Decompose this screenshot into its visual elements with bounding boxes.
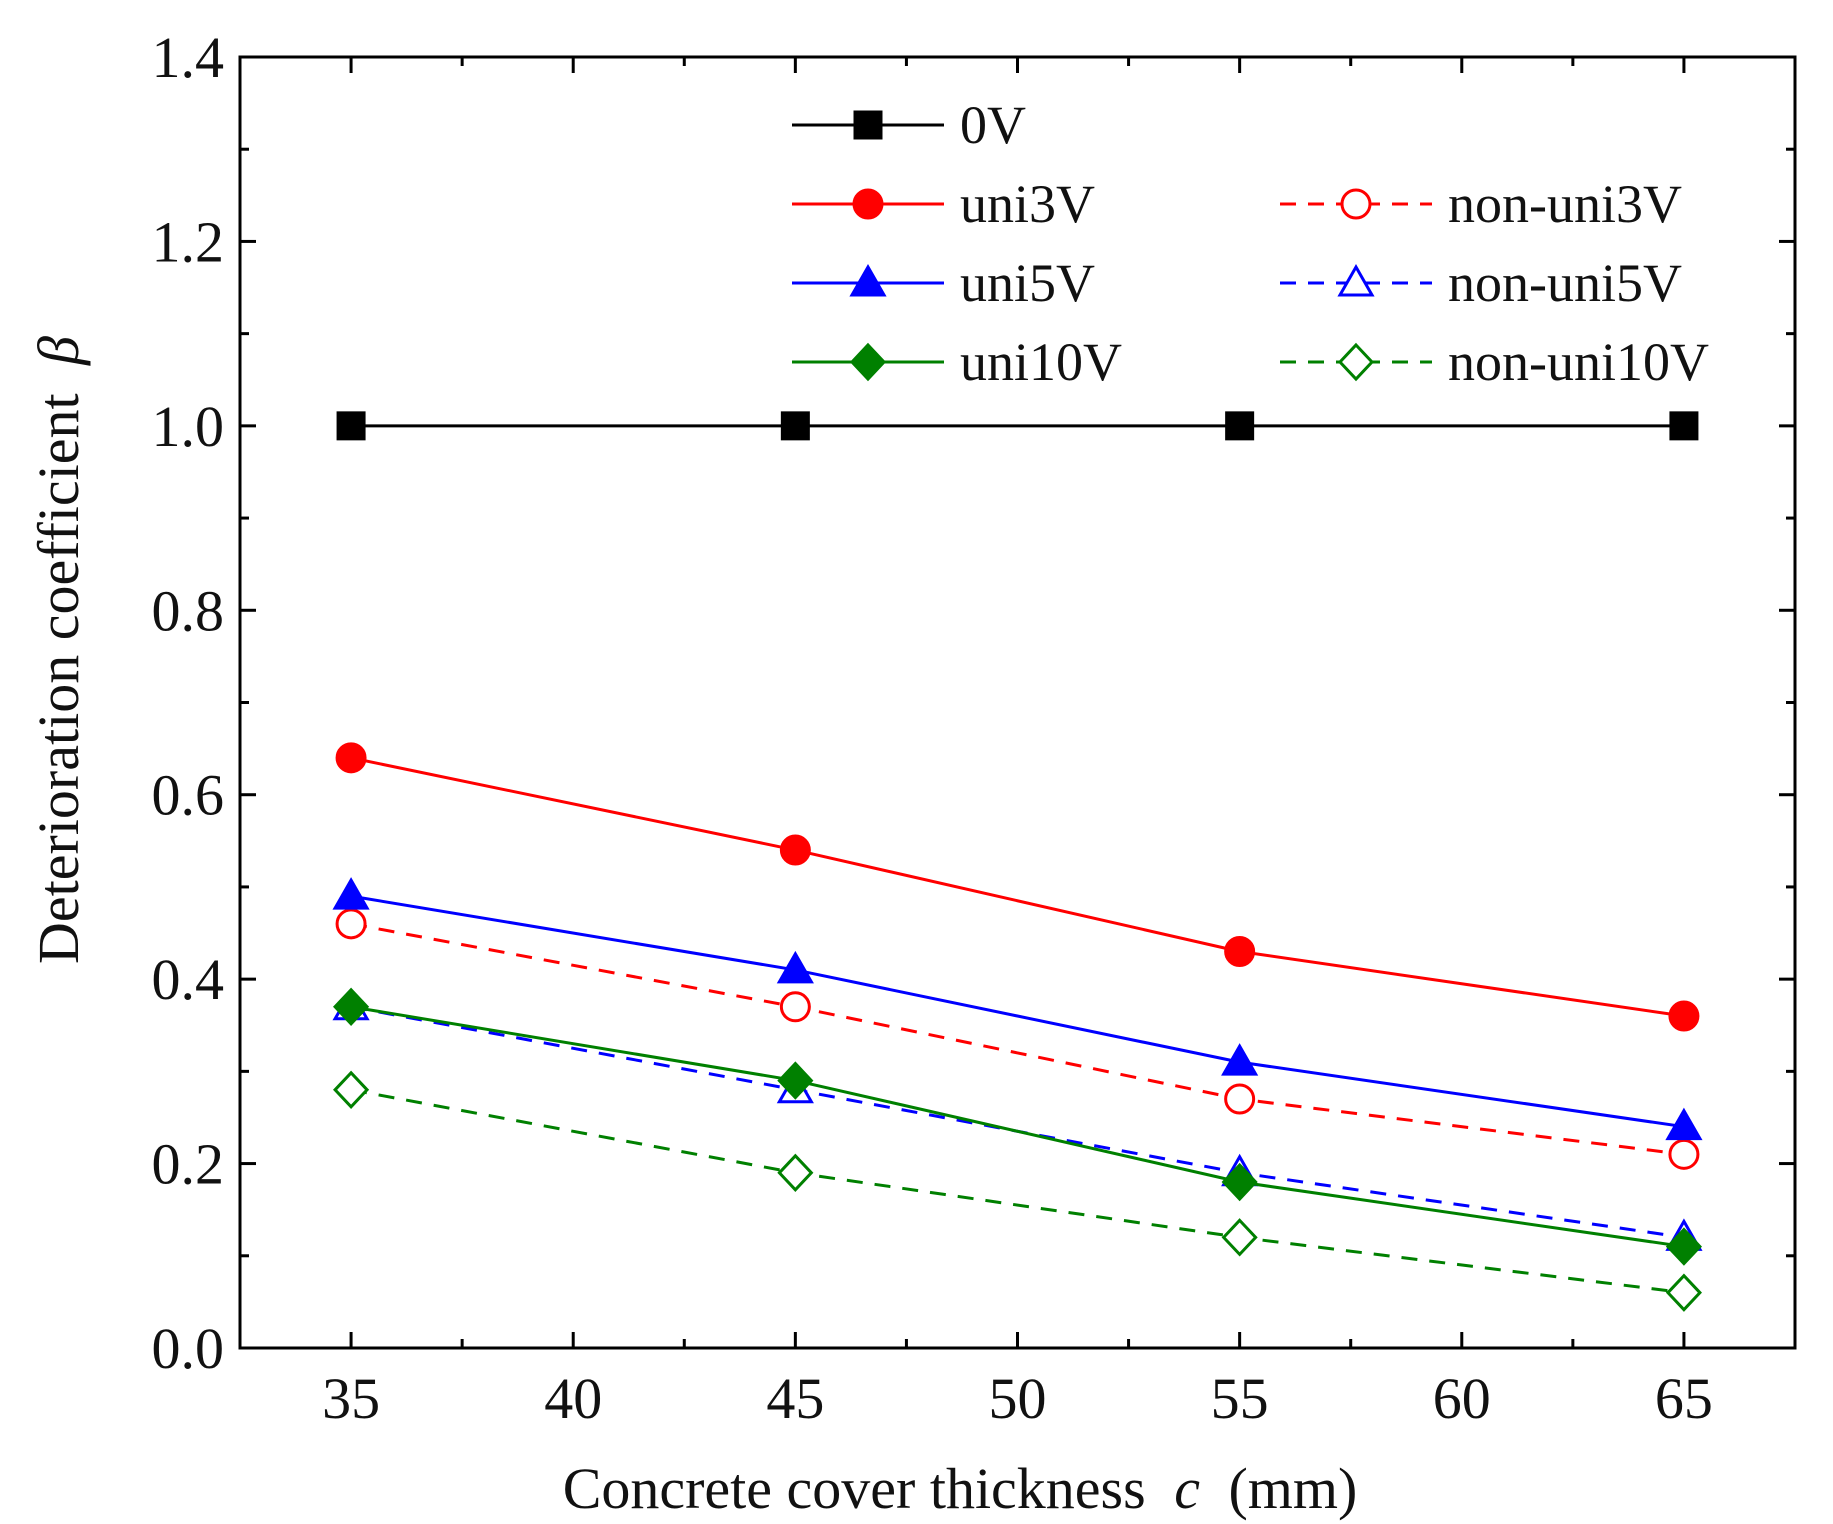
x-tick-label: 55 <box>1211 1366 1269 1431</box>
legend-item-non-uni5V: non-uni5V <box>1280 253 1682 313</box>
legend-marker <box>849 263 887 297</box>
legend-item-0V: 0V <box>792 95 1026 155</box>
data-point-uni3V <box>779 834 811 866</box>
data-point-0V <box>1669 411 1699 441</box>
data-point-uni10V <box>1665 1227 1702 1266</box>
x-tick-label: 65 <box>1655 1366 1713 1431</box>
plot-frame <box>238 55 1797 1350</box>
data-point-uni5V <box>1221 1043 1259 1076</box>
plot-area <box>332 411 1703 1312</box>
legend-marker <box>1337 342 1375 382</box>
legend-item-non-uni3V: non-uni3V <box>1280 174 1682 234</box>
data-point-non-uni10V <box>1665 1273 1702 1312</box>
y-tick-label: 0.6 <box>152 763 225 828</box>
y-tick-label: 0.0 <box>152 1316 225 1381</box>
legend-label: uni10V <box>960 332 1122 392</box>
x-tick-label: 40 <box>544 1366 602 1431</box>
legend-item-non-uni10V: non-uni10V <box>1280 332 1709 392</box>
x-axis-title: Concrete cover thickness c (mm) <box>563 1456 1358 1521</box>
legend-label: 0V <box>960 95 1026 155</box>
data-point-non-uni10V <box>777 1153 814 1192</box>
data-point-uni3V <box>1668 1000 1700 1032</box>
legend-item-uni3V: uni3V <box>792 174 1095 234</box>
series-uni3V <box>335 742 1700 1032</box>
y-tick-label: 0.2 <box>152 1132 225 1197</box>
series-line-non-uni3V <box>350 922 1685 1156</box>
data-point-uni5V <box>332 877 370 910</box>
series-non-uni10V <box>333 1070 1702 1312</box>
y-tick-label: 0.4 <box>152 947 225 1012</box>
data-point-uni10V <box>1221 1162 1258 1202</box>
y-tick-label: 1.2 <box>152 209 225 274</box>
legend-marker <box>852 188 884 220</box>
y-tick-label: 1.4 <box>152 25 225 90</box>
series-0V <box>336 411 1699 441</box>
y-axis-variable: β <box>26 336 91 366</box>
legend-label: non-uni5V <box>1448 253 1682 313</box>
legend-marker <box>1340 188 1372 220</box>
x-tick-label: 60 <box>1433 1366 1491 1431</box>
data-point-0V <box>336 411 366 441</box>
y-tick-label: 0.8 <box>152 578 225 643</box>
x-axis-unit: (mm) <box>1228 1456 1357 1521</box>
x-axis-label-text: Concrete cover thickness <box>563 1456 1146 1521</box>
data-point-uni10V <box>777 1061 814 1100</box>
x-tick-label: 45 <box>766 1366 824 1431</box>
data-point-uni3V <box>1224 935 1256 967</box>
data-point-non-uni10V <box>333 1070 370 1109</box>
data-point-0V <box>1225 411 1255 441</box>
legend-item-uni10V: uni10V <box>792 332 1122 392</box>
series-non-uni3V <box>335 908 1700 1170</box>
y-axis-title: Deterioration coefficient β <box>26 336 91 964</box>
data-point-non-uni10V <box>1221 1218 1258 1257</box>
series-uni10V <box>333 987 1702 1266</box>
legend-item-uni5V: uni5V <box>792 253 1095 313</box>
legend-marker <box>849 342 887 382</box>
axes: 35 40 45 50 55 60 65 0.0 0.2 0.4 0.6 0.8 1.0 1.2 1.4 <box>152 25 1797 1431</box>
legend-label: uni5V <box>960 253 1095 313</box>
axis-titles: Concrete cover thickness c (mm) Deterior… <box>26 336 1357 1521</box>
data-point-uni10V <box>333 987 370 1026</box>
data-point-0V <box>780 411 810 441</box>
series-line-uni5V <box>350 894 1685 1129</box>
data-point-non-uni3V <box>335 908 367 940</box>
x-axis-variable: c <box>1174 1456 1200 1521</box>
data-point-non-uni3V <box>1224 1083 1256 1115</box>
y-axis-label-text: Deterioration coefficient <box>26 393 91 964</box>
legend-marker <box>853 110 883 140</box>
series-non-uni5V <box>332 987 1703 1251</box>
data-point-uni5V <box>1665 1107 1703 1141</box>
data-point-uni3V <box>335 742 367 774</box>
series-line-uni10V <box>350 1005 1685 1249</box>
legend-label: non-uni10V <box>1448 332 1709 392</box>
legend-marker <box>1337 263 1375 297</box>
data-point-uni5V <box>776 950 814 984</box>
x-tick-label: 50 <box>989 1366 1047 1431</box>
data-point-non-uni3V <box>1668 1138 1700 1170</box>
legend-label: uni3V <box>960 174 1095 234</box>
series-line-non-uni10V <box>350 1088 1685 1295</box>
x-tick-label: 35 <box>322 1366 380 1431</box>
data-point-non-uni3V <box>779 991 811 1023</box>
series-line-uni3V <box>350 756 1685 1018</box>
y-tick-label: 1.0 <box>152 394 225 459</box>
legend-label: non-uni3V <box>1448 174 1682 234</box>
series-uni5V <box>332 877 1703 1141</box>
legend: 0V uni3V non-uni3V uni5V non-uni5V uni10V non-… <box>792 95 1709 392</box>
